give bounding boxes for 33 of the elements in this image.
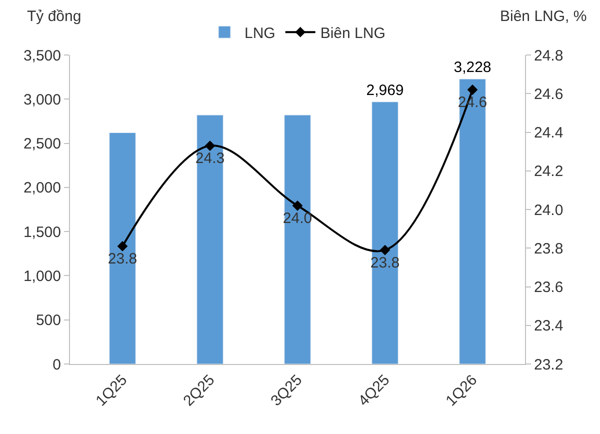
y2-tick-label: 23.4: [534, 318, 564, 335]
bar: [372, 102, 398, 364]
bar: [109, 132, 136, 364]
y2-tick-label: 24.0: [534, 202, 564, 219]
y2-axis-title: Biên LNG, %: [500, 8, 587, 25]
point: [292, 200, 303, 211]
y-tick-label: 0: [52, 356, 61, 374]
y2-tick-label: 23.8: [534, 240, 564, 258]
y2-tick-label: 24.8: [534, 47, 564, 64]
data-label: 3,228: [454, 59, 492, 76]
legend-label: Biên LNG: [320, 24, 386, 42]
bar: [196, 114, 224, 364]
y-axis-title: Tỷ đồng: [27, 8, 82, 25]
y-tick-label: 1,500: [23, 224, 61, 241]
y2-tick-label: 23.6: [534, 279, 564, 296]
y-tick-label: 500: [36, 312, 61, 330]
point: [204, 140, 216, 151]
y-tick-label: 3,000: [23, 91, 61, 108]
y2-tick-label: 23.2: [534, 356, 564, 374]
bar: [459, 78, 486, 364]
bar: [284, 114, 311, 364]
y-tick-label: 3,500: [23, 47, 61, 64]
y-tick-label: 2,000: [23, 180, 61, 197]
y2-tick-label: 24.4: [534, 124, 564, 142]
y2-tick-label: 24.2: [534, 163, 564, 180]
y2-tick-label: 24.6: [534, 86, 564, 103]
legend-label: LNG: [244, 24, 276, 42]
data-label: 2,969: [366, 82, 404, 99]
point: [380, 244, 390, 256]
y-tick-label: 2,500: [23, 136, 61, 153]
point: [117, 240, 128, 252]
y-tick-label: 1,000: [23, 268, 61, 285]
point: [467, 84, 478, 95]
